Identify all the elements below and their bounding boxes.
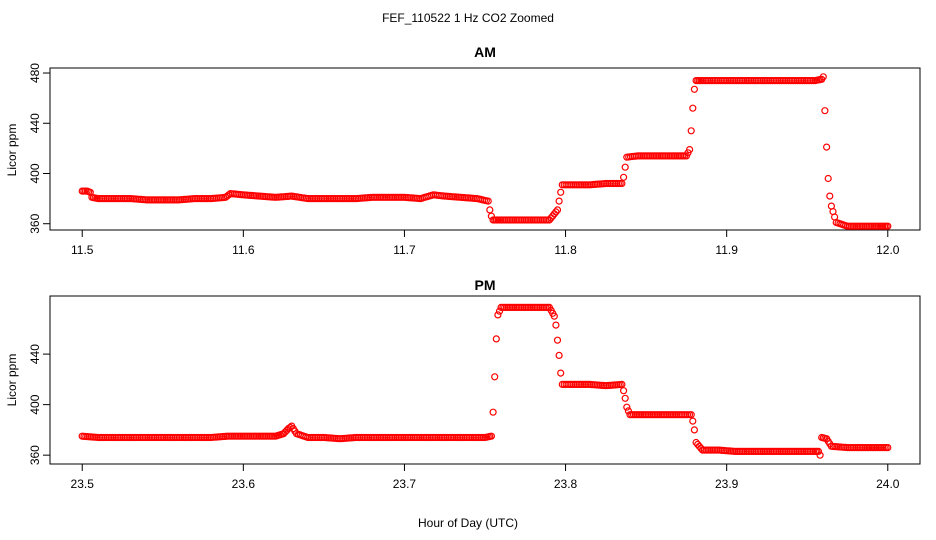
x-tick-label: 23.7	[393, 477, 417, 491]
data-point	[822, 143, 831, 151]
x-axis-label: Hour of Day (UTC)	[418, 516, 518, 530]
am-y-axis-label: Licor ppm	[5, 124, 19, 177]
x-tick-label: 12.0	[876, 243, 900, 257]
data-point	[824, 174, 832, 183]
data-point	[553, 206, 562, 214]
y-tick-label: 440	[28, 344, 42, 364]
y-tick-label: 360	[28, 213, 42, 233]
data-point	[492, 335, 500, 343]
data-point	[690, 85, 699, 93]
data-point	[621, 394, 629, 402]
data-point	[552, 208, 560, 216]
x-tick-label: 11.6	[232, 243, 255, 257]
chart-title: FEF_110522 1 Hz CO2 Zoomed	[382, 11, 554, 25]
x-tick-label: 11.7	[393, 243, 416, 257]
data-point	[491, 373, 499, 381]
data-point	[550, 312, 558, 320]
x-tick-label: 23.9	[715, 477, 739, 491]
pm-y-axis-label: Licor ppm	[5, 354, 19, 407]
data-point	[685, 146, 694, 154]
data-point	[884, 222, 892, 230]
data-point	[689, 417, 697, 425]
pm-panel: PM Licor ppm 23.5 23.6 23.7 23.8 23.9 24.0 36…	[5, 277, 921, 491]
data-point	[814, 447, 823, 455]
x-tick-label: 11.9	[715, 243, 738, 257]
data-point	[286, 423, 294, 431]
data-point	[821, 107, 829, 115]
data-point	[826, 192, 834, 200]
data-point	[816, 451, 824, 459]
pm-plot-frame	[49, 295, 921, 465]
data-point	[557, 369, 565, 377]
data-point	[690, 426, 699, 434]
y-tick-label: 360	[28, 445, 42, 465]
pm-panel-title: PM	[475, 277, 496, 293]
x-tick-label: 23.5	[71, 477, 95, 491]
y-tick-label: 400	[28, 163, 42, 183]
pm-y-ticks: 360 400 440	[28, 344, 51, 465]
y-tick-label: 400	[28, 394, 42, 414]
x-tick-label: 23.8	[554, 477, 578, 491]
am-panel-title: AM	[474, 44, 496, 60]
data-point	[618, 179, 626, 188]
am-data-points	[78, 73, 892, 230]
x-tick-label: 23.6	[232, 477, 256, 491]
data-point	[489, 408, 497, 416]
am-plot-frame	[49, 67, 921, 231]
data-point	[557, 188, 565, 196]
y-tick-label: 440	[28, 113, 42, 133]
y-tick-label: 480	[28, 63, 42, 83]
data-point	[555, 351, 563, 359]
data-point	[486, 206, 494, 214]
pm-data-points	[78, 303, 892, 459]
am-x-ticks: 11.5 11.6 11.7 11.8 11.9 12.0	[71, 229, 900, 257]
am-y-ticks: 360 400 440 480	[28, 63, 51, 234]
data-point	[623, 403, 631, 411]
x-tick-label: 11.5	[71, 243, 94, 257]
data-point	[555, 197, 563, 205]
data-point	[687, 411, 695, 419]
data-point	[687, 127, 695, 135]
data-point	[619, 173, 628, 181]
pm-x-ticks: 23.5 23.6 23.7 23.8 23.9 24.0	[71, 463, 900, 491]
data-point	[689, 104, 697, 112]
data-point	[618, 380, 626, 388]
data-point	[484, 197, 492, 205]
data-point	[819, 73, 827, 81]
data-point	[552, 321, 560, 329]
data-point	[494, 311, 502, 319]
x-tick-label: 24.0	[876, 477, 900, 491]
am-panel: AM Licor ppm 11.5 11.6 11.7 11.8 11.9 12.0 36…	[5, 44, 921, 257]
data-point	[553, 336, 562, 344]
data-point	[884, 444, 892, 452]
data-point	[619, 387, 628, 395]
data-point	[487, 432, 495, 440]
data-point	[621, 163, 629, 171]
x-tick-label: 11.8	[554, 243, 577, 257]
